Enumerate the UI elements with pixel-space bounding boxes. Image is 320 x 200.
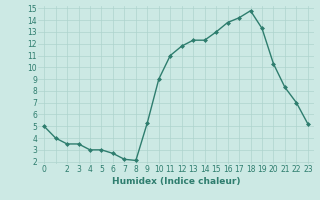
X-axis label: Humidex (Indice chaleur): Humidex (Indice chaleur) xyxy=(112,177,240,186)
